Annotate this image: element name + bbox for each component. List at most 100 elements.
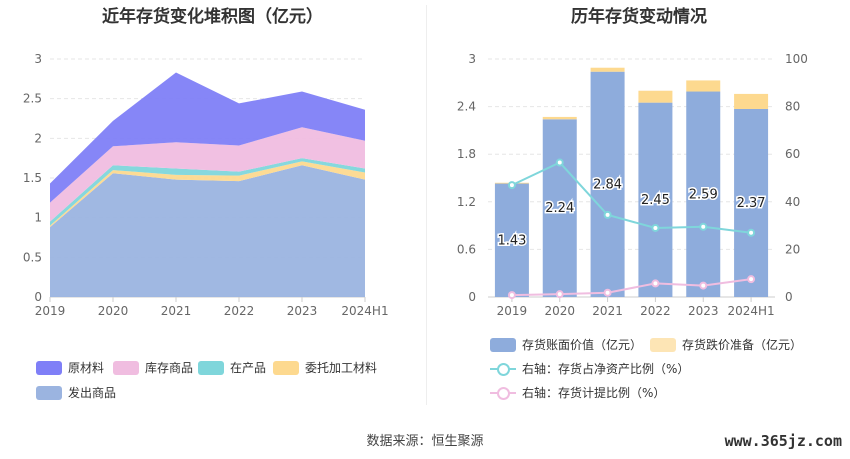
bar-impairment <box>686 80 721 92</box>
bar-data-label: 1.43 <box>497 233 526 248</box>
legend-item-consigned[interactable]: 委托加工材料 <box>273 359 377 376</box>
right-y-tick-label: 40 <box>785 195 800 209</box>
data-source-note: 数据来源：恒生聚源 <box>366 434 484 449</box>
x-tick-label: 2024H1 <box>341 304 388 318</box>
legend-swatch <box>36 360 62 375</box>
left-y-tick-label: 2.4 <box>457 100 476 114</box>
y-tick-label: 0 <box>34 290 42 304</box>
legend-label: 存货跌价准备（亿元） <box>682 338 803 352</box>
chart-divider <box>426 5 427 405</box>
line-provision_line <box>511 278 752 297</box>
legend-label: 库存商品 <box>145 361 194 375</box>
y-tick-label: 1.5 <box>23 171 42 185</box>
x-tick-label: 2019 <box>497 304 528 318</box>
area-raw_materials <box>50 72 365 203</box>
line-point-provision_line <box>651 279 660 288</box>
bar-impairment <box>638 90 673 103</box>
legend-label: 右轴：存货占净资产比例（%） <box>522 362 690 376</box>
legend-swatch <box>490 386 516 400</box>
y-tick-label: 1 <box>34 211 42 225</box>
line-point-provision_line <box>507 291 516 300</box>
legend-label: 在产品 <box>230 361 267 375</box>
bar-data-label: 2.37 <box>737 196 766 211</box>
legend-swatch <box>650 337 676 352</box>
legend-swatch <box>490 362 516 376</box>
right-y-tick-label: 20 <box>785 242 800 256</box>
legend-item-shipped[interactable]: 发出商品 <box>36 384 116 401</box>
line-point-ratio_line <box>651 223 660 232</box>
bar-book-value <box>494 183 529 297</box>
line-point-provision_line <box>699 281 708 290</box>
left-y-tick-label: 0 <box>468 290 476 304</box>
x-tick-label: 2021 <box>161 304 192 318</box>
line-point-provision_line <box>555 290 564 299</box>
y-tick-label: 3 <box>34 52 42 66</box>
x-tick-label: 2020 <box>98 304 129 318</box>
line-point-provision_line <box>603 288 612 297</box>
right-y-tick-label: 0 <box>785 290 793 304</box>
area-consigned <box>50 161 365 228</box>
legend-item-provision[interactable]: 右轴：存货计提比例（%） <box>490 384 665 401</box>
inventory-change-combo-chart: 0 0 0.6 20 1.2 40 1.8 60 2.4 80 3 100 1.43 2019 2.24 20… <box>457 52 808 318</box>
bar-book-value <box>686 91 721 297</box>
legend-item-impairment[interactable]: 存货跌价准备（亿元） <box>650 336 802 353</box>
x-tick-label: 2020 <box>544 304 575 318</box>
bar-impairment <box>590 67 625 72</box>
y-tick-label: 0.5 <box>23 250 42 264</box>
legend-item-raw-materials[interactable]: 原材料 <box>36 359 104 376</box>
left-y-tick-label: 3 <box>468 52 476 66</box>
legend-item-finished-goods[interactable]: 库存商品 <box>113 359 193 376</box>
bar-data-label: 2.24 <box>545 201 574 216</box>
bar-data-label: 2.45 <box>641 193 670 208</box>
legend-swatch <box>273 360 299 375</box>
right-y-tick-label: 60 <box>785 147 800 161</box>
line-point-ratio_line <box>699 222 708 231</box>
line-point-ratio_line <box>507 181 516 190</box>
bar-impairment <box>734 93 769 109</box>
legend-label: 原材料 <box>68 361 105 375</box>
left-y-tick-label: 0.6 <box>457 242 476 256</box>
legend-label: 委托加工材料 <box>305 361 378 375</box>
legend-swatch <box>36 385 62 400</box>
legend-label: 发出商品 <box>68 386 117 400</box>
legend-swatch <box>490 337 516 352</box>
line-point-provision_line <box>747 275 756 284</box>
area-wip <box>50 158 365 226</box>
line-ratio_line <box>511 161 752 234</box>
bar-book-value <box>638 102 673 297</box>
x-tick-label: 2022 <box>224 304 255 318</box>
line-point-ratio_line <box>747 228 756 237</box>
line-point-ratio_line <box>555 158 564 167</box>
x-tick-label: 2022 <box>640 304 671 318</box>
line-point-ratio_line <box>603 210 612 219</box>
left-y-tick-label: 1.2 <box>457 195 476 209</box>
y-tick-label: 2 <box>34 131 42 145</box>
legend-label: 右轴：存货计提比例（%） <box>522 386 666 400</box>
bar-book-value <box>590 71 625 298</box>
x-tick-label: 2023 <box>688 304 719 318</box>
left-chart-title: 近年存货变化堆积图（亿元） <box>102 7 323 27</box>
area-finished_goods <box>50 127 365 222</box>
x-tick-label: 2021 <box>592 304 623 318</box>
legend-label: 存货账面价值（亿元） <box>522 338 643 352</box>
x-tick-label: 2024H1 <box>727 304 774 318</box>
right-y-tick-label: 80 <box>785 100 800 114</box>
x-tick-label: 2019 <box>35 304 66 318</box>
left-y-tick-label: 1.8 <box>457 147 476 161</box>
watermark: www.365jz.com <box>724 432 842 450</box>
bar-book-value <box>542 119 577 297</box>
y-tick-label: 2.5 <box>23 92 42 106</box>
bar-data-label: 2.84 <box>593 177 622 192</box>
legend-swatch <box>198 360 224 375</box>
bar-impairment <box>542 116 577 120</box>
x-tick-label: 2023 <box>287 304 318 318</box>
legend-item-book-value[interactable]: 存货账面价值（亿元） <box>490 336 642 353</box>
bar-book-value <box>734 108 769 297</box>
right-y-tick-label: 100 <box>785 52 808 66</box>
legend-swatch <box>113 360 139 375</box>
legend-item-wip[interactable]: 在产品 <box>198 359 266 376</box>
area-shipped <box>50 165 365 297</box>
legend-item-ratio[interactable]: 右轴：存货占净资产比例（%） <box>490 360 689 377</box>
right-chart-title: 历年存货变动情况 <box>571 7 707 27</box>
inventory-stack-area-chart: 0 0.5 1 1.5 2 2.5 3 2019 2020 2021 2022 2023 2024H1 <box>23 52 389 318</box>
